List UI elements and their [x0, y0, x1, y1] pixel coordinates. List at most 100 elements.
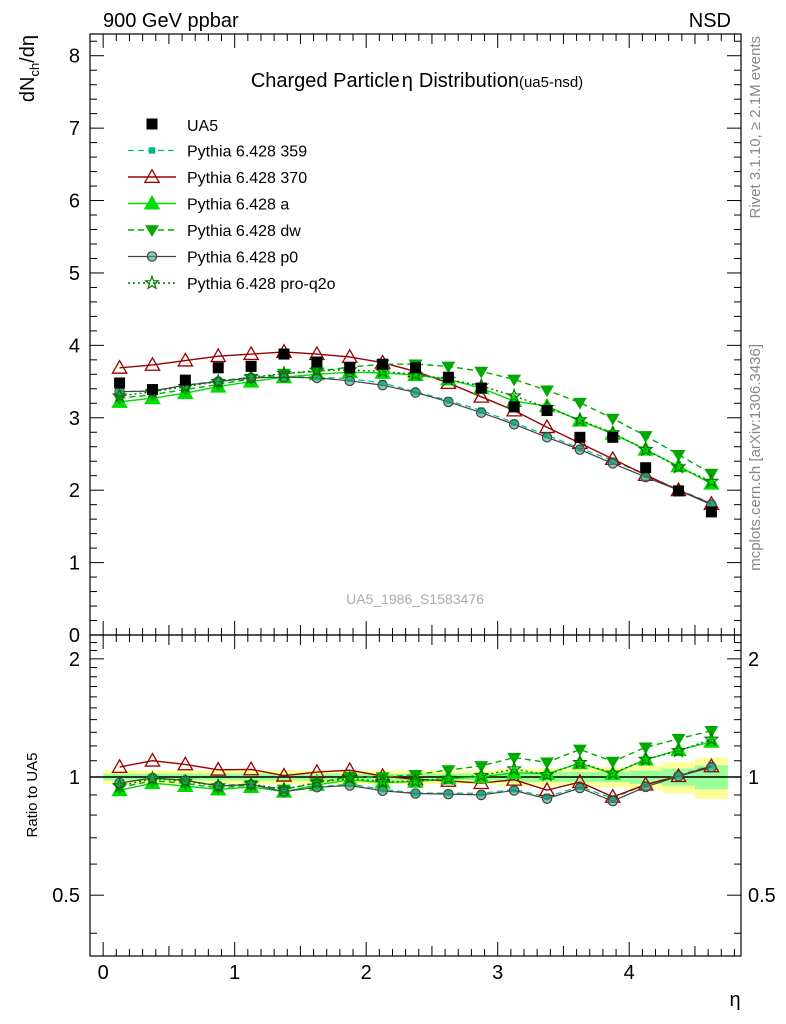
series-point — [640, 471, 651, 483]
series-point — [571, 411, 588, 427]
series-point — [209, 347, 227, 363]
series-point — [472, 388, 490, 403]
series-line — [119, 369, 712, 483]
series-point — [671, 449, 686, 462]
ratio-point — [508, 785, 520, 796]
ratio-point — [341, 770, 358, 786]
ratio-point — [506, 760, 523, 776]
ratio-point — [637, 751, 654, 767]
y-tick-label: 2 — [69, 480, 80, 502]
ratio-point — [308, 774, 325, 790]
ratio-point — [540, 757, 554, 770]
data-point — [574, 431, 586, 443]
series-point — [441, 361, 456, 374]
ylabel-sub: ch — [27, 63, 42, 77]
series-point — [144, 356, 161, 371]
title-main: Charged Particle — [251, 70, 400, 92]
ratio-point — [703, 731, 720, 747]
ratio-point — [242, 760, 260, 776]
ratio-point — [638, 742, 653, 755]
ratio-point — [144, 770, 161, 786]
y-tick-label: 0 — [69, 625, 80, 647]
legend-label: Pythia 6.428 p0 — [187, 250, 298, 267]
series-point — [111, 387, 128, 403]
series-point — [210, 373, 227, 389]
ratio-point — [574, 782, 586, 794]
ratio-point — [276, 780, 292, 797]
legend-marker — [148, 147, 156, 154]
ratio-point — [505, 771, 523, 786]
ratio-tick-label: 1 — [69, 767, 80, 789]
series-point — [572, 397, 587, 410]
series-point — [541, 432, 553, 443]
series-point — [111, 359, 128, 374]
ratio-panel: 0.5 0.5 1 1 2 2 0 1 2 3 4 Ratio to UA5 η — [24, 634, 776, 1011]
ratio-point — [111, 758, 128, 774]
ratio-y-axis: 0.5 0.5 1 1 2 2 — [52, 642, 776, 934]
rivet-label: Rivet 3.1.10, ≥ 2.1M events — [747, 36, 764, 219]
data-point — [475, 382, 487, 394]
x-tick-label: 1 — [229, 962, 240, 984]
legend-marker — [145, 225, 159, 238]
main-x-ticks — [102, 34, 735, 635]
ylabel-tail: /dη — [17, 35, 39, 63]
data-points-group — [114, 348, 717, 518]
data-point — [640, 462, 652, 474]
ratio-point — [605, 756, 620, 769]
x-tick-label: 3 — [492, 962, 503, 984]
ratio-point — [706, 761, 717, 773]
series-point — [508, 419, 520, 430]
ratio-tick-label: 0.5 — [52, 885, 80, 907]
y-tick-label: 8 — [69, 46, 80, 68]
ratio-point — [375, 772, 390, 785]
x-tick-label: 4 — [624, 962, 635, 984]
series-point — [410, 387, 421, 398]
ratio-point — [410, 788, 421, 799]
ratio-tick-label: 2 — [69, 649, 80, 671]
series-point — [344, 375, 356, 387]
ratio-point — [377, 785, 388, 797]
series-point — [507, 374, 522, 387]
title-eta: η — [402, 70, 413, 92]
ratio-point — [572, 744, 587, 757]
series-point — [605, 413, 620, 426]
series-point — [177, 352, 194, 367]
data-point — [212, 362, 224, 374]
ratio-frame — [89, 634, 742, 957]
legend-marker — [143, 195, 161, 210]
chart-title: Charged Particle η Distribution(ua5-nsd) — [251, 70, 583, 92]
legend-marker — [144, 274, 160, 290]
y-tick-label: 1 — [69, 553, 80, 575]
ratio-point — [177, 773, 194, 789]
data-point — [508, 401, 520, 413]
data-point — [278, 348, 290, 360]
ratio-point — [111, 777, 128, 793]
ratio-series-group — [111, 726, 720, 807]
ratio-point — [670, 742, 687, 758]
legend-label: Pythia 6.428 370 — [187, 170, 307, 187]
mcplots-label: mcplots.cern.ch [arXiv:1306.3436] — [747, 344, 764, 571]
series-point — [475, 407, 487, 418]
ratio-point — [144, 752, 161, 767]
ratio-line — [119, 738, 712, 791]
ratio-y-label: Ratio to UA5 — [24, 752, 41, 837]
series-point — [474, 366, 489, 379]
x-tick-label: 0 — [98, 962, 109, 984]
data-point — [541, 405, 553, 417]
series-point — [276, 365, 292, 381]
ratio-point — [209, 761, 227, 776]
series-point — [703, 473, 720, 489]
y-axis-label: dNch/dη — [17, 35, 42, 102]
series-point — [243, 368, 260, 384]
data-point — [410, 362, 421, 374]
x-axis-label: η — [729, 989, 740, 1011]
series-point — [574, 444, 586, 455]
y-tick-label: 5 — [69, 263, 80, 285]
title-tag: (ua5-nsd) — [519, 74, 583, 91]
data-point — [673, 485, 685, 497]
series-point — [443, 396, 454, 408]
ratio-point — [673, 770, 684, 782]
ratio-point — [177, 755, 194, 771]
series-point — [538, 418, 556, 434]
